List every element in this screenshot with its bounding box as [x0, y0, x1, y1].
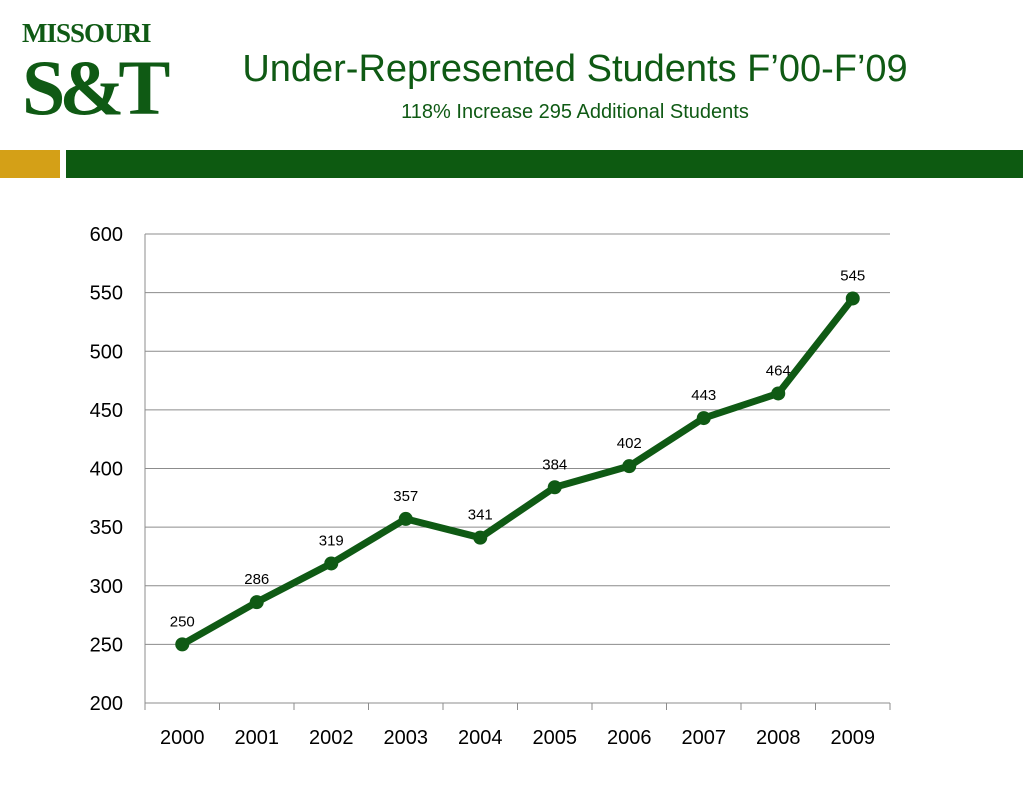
- data-label: 286: [244, 571, 269, 588]
- logo-top-text: MISSOURI: [22, 18, 152, 48]
- y-tick-label: 550: [90, 283, 123, 305]
- data-label: 402: [617, 435, 642, 452]
- x-tick-label: 2002: [309, 727, 354, 749]
- series-polyline: [178, 294, 857, 648]
- y-tick-label: 450: [90, 400, 123, 422]
- data-label: 319: [319, 532, 344, 549]
- gold-accent-bar: [0, 150, 60, 178]
- data-point: [622, 459, 637, 474]
- data-point: [249, 595, 264, 610]
- data-point: [696, 411, 711, 426]
- data-label: 464: [766, 362, 791, 379]
- x-tick-label: 2006: [607, 727, 652, 749]
- university-logo: MISSOURI S&T: [22, 18, 170, 130]
- x-tick-label: 2009: [831, 727, 876, 749]
- x-tick-label: 2003: [384, 727, 429, 749]
- slide-title: Under-Represented Students F’00-F’09: [242, 48, 908, 90]
- x-tick-label: 2005: [533, 727, 578, 749]
- data-point: [845, 291, 860, 306]
- x-tick-label: 2007: [682, 727, 727, 749]
- y-tick-label: 300: [90, 576, 123, 598]
- data-label: 357: [393, 488, 418, 505]
- data-label: 443: [691, 387, 716, 404]
- gridlines: [145, 233, 890, 645]
- y-tick-label: 400: [90, 459, 123, 481]
- x-tick-label: 2001: [235, 727, 280, 749]
- y-tick-label: 250: [90, 634, 123, 656]
- x-tick-label: 2000: [160, 727, 205, 749]
- x-axis-ticks: 2000 2001 2002 2003 2004 2005 2006 2007 2008 2009: [160, 727, 875, 749]
- data-point: [324, 556, 339, 571]
- slide-subtitle: 118% Increase 295 Additional Students: [401, 101, 749, 123]
- data-point: [398, 511, 413, 526]
- y-axis-ticks: 200 250 300 350 400 450 500 550 600: [90, 224, 123, 715]
- data-points: [175, 291, 860, 652]
- data-labels: 250 286 319 357 341 384 402 443 464 545: [170, 267, 866, 630]
- data-point: [175, 637, 190, 652]
- y-tick-label: 500: [90, 341, 123, 363]
- x-tick-label: 2008: [756, 727, 801, 749]
- logo-main-text: S&T: [22, 44, 170, 131]
- axes: [144, 234, 891, 710]
- y-tick-label: 600: [90, 224, 123, 246]
- data-label: 341: [468, 507, 493, 524]
- y-tick-label: 200: [90, 693, 123, 715]
- series-line: [178, 294, 857, 648]
- green-header-bar: [66, 150, 1023, 178]
- data-label: 545: [840, 267, 865, 284]
- data-point: [473, 530, 488, 545]
- x-tick-label: 2004: [458, 727, 503, 749]
- data-point: [771, 386, 786, 401]
- data-label: 250: [170, 613, 195, 630]
- data-label: 384: [542, 456, 567, 473]
- y-tick-label: 350: [90, 517, 123, 539]
- data-point: [547, 480, 562, 495]
